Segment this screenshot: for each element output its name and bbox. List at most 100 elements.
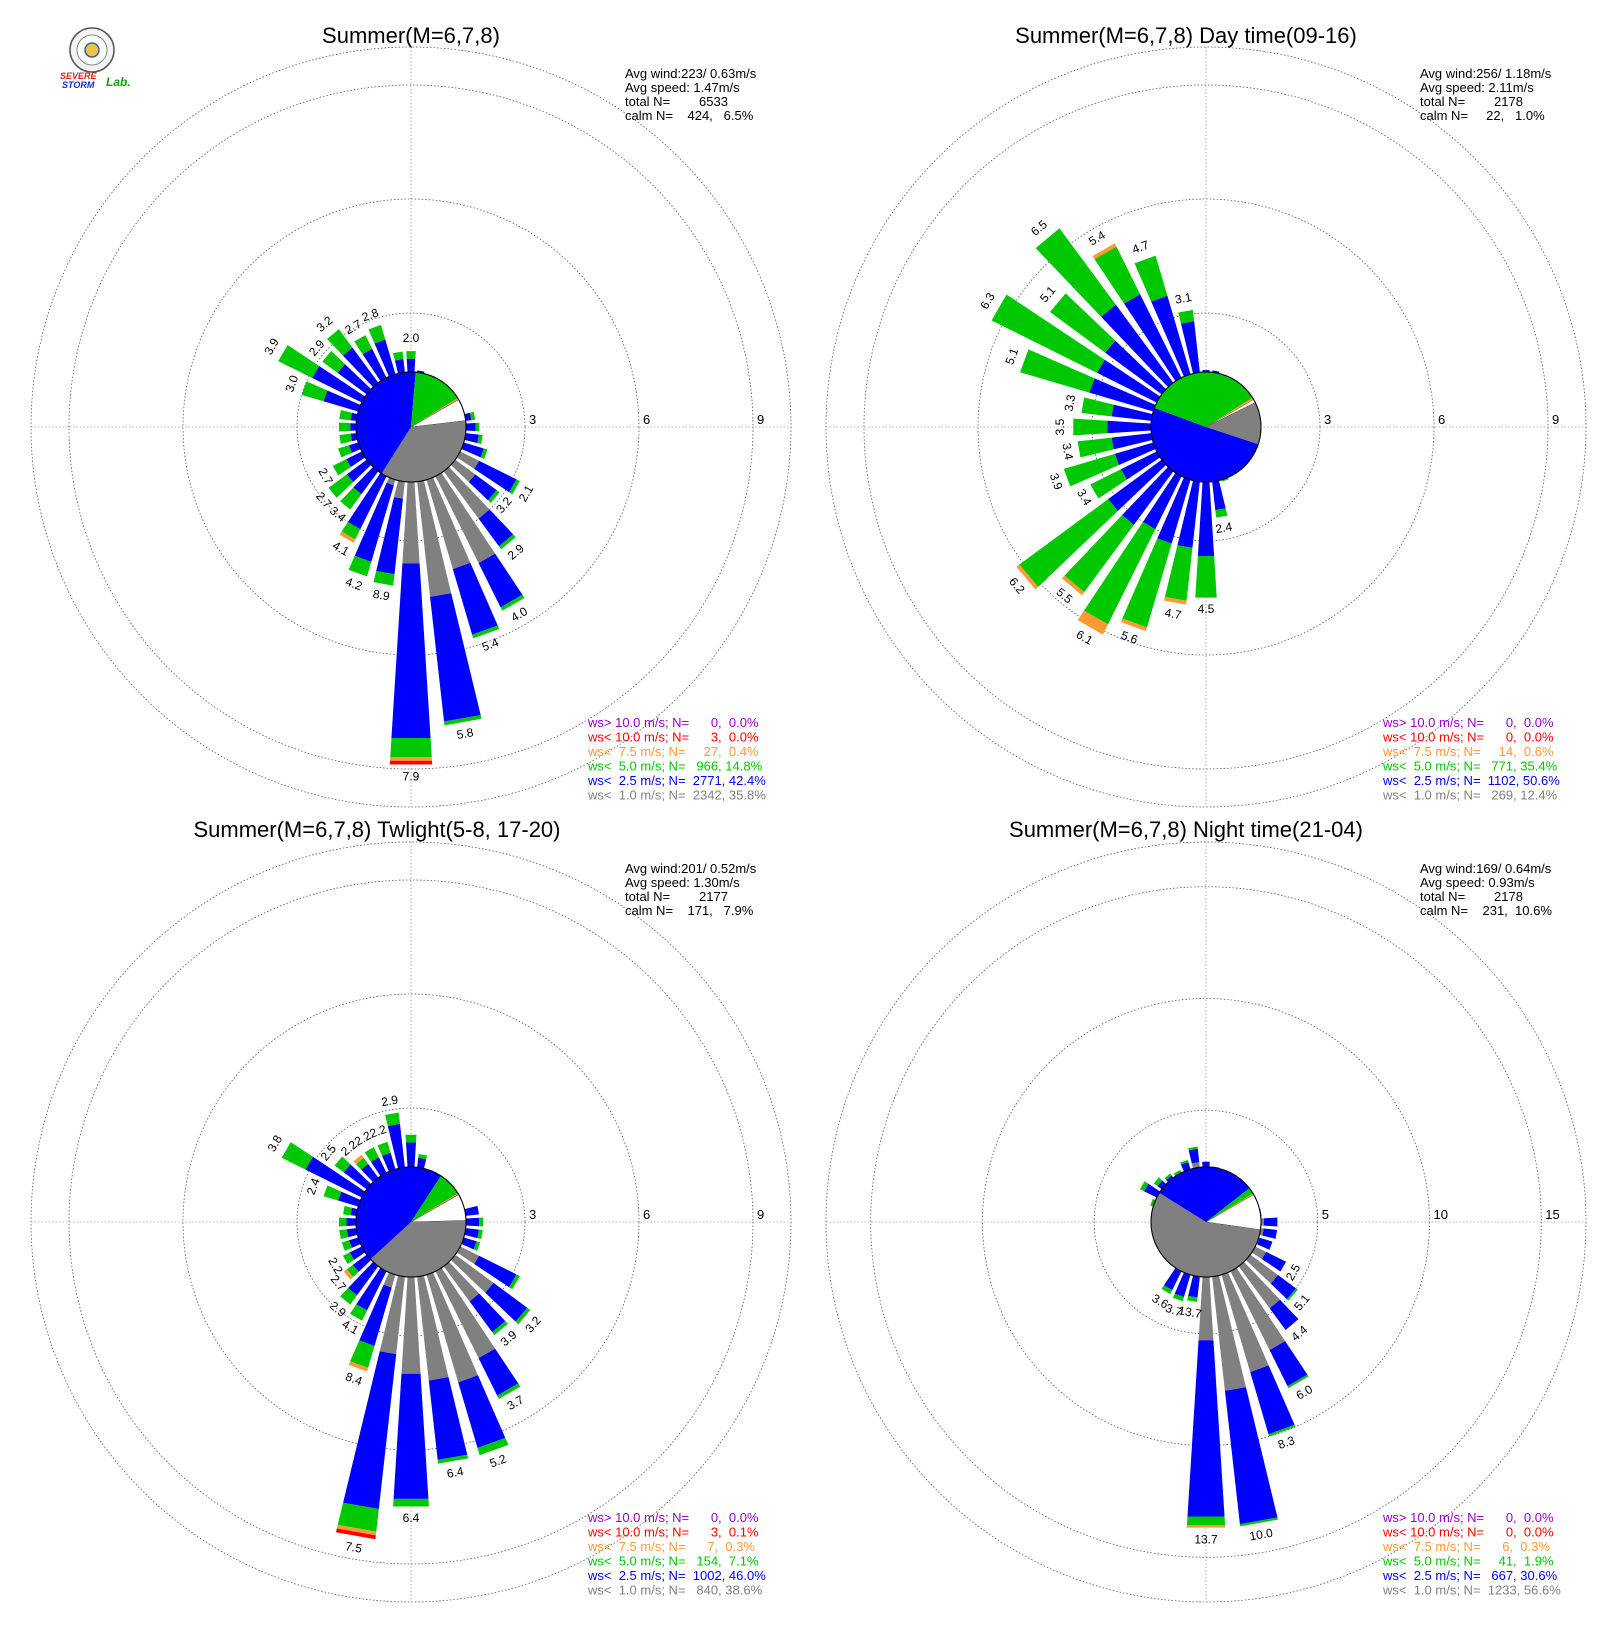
bar-segment: [488, 490, 500, 503]
bar-segment: [444, 715, 482, 726]
bar-segment: [478, 509, 514, 547]
bar-segment: [1251, 1246, 1267, 1260]
bar-segment: [1188, 1146, 1198, 1151]
bar-segment: [1173, 1169, 1182, 1176]
pie-slice: [1206, 1188, 1254, 1222]
bar-segment: [373, 571, 395, 586]
bar-segment: [1077, 437, 1114, 458]
bar-segment: [339, 531, 356, 543]
bar-segment: [1050, 293, 1116, 353]
bar-segment: [1191, 1162, 1200, 1169]
bar-segment: [343, 1351, 397, 1510]
bar-value-label: 2.7: [343, 317, 365, 338]
pie-slice: [1159, 1167, 1250, 1222]
bar-segment: [1111, 433, 1153, 450]
bar-segment: [348, 555, 372, 577]
bar-value-label: 4.4: [1288, 1322, 1310, 1344]
bar-value-label: 4.7: [1130, 238, 1151, 257]
bar-segment: [349, 442, 361, 453]
pie-slice: [411, 1194, 459, 1222]
bar-segment: [1188, 1148, 1200, 1164]
legend-entry: ws> 10.0 m/s; N= 0, 0.0%: [587, 1510, 759, 1525]
bar-segment: [1019, 499, 1118, 587]
bar-segment: [389, 760, 433, 765]
bar-value-label: 13.7: [1194, 1532, 1218, 1546]
bar-value-label: 2.1: [516, 482, 537, 504]
bar-segment: [341, 521, 361, 540]
bar-segment: [498, 534, 516, 550]
bar-value-label: 6.2: [1006, 575, 1028, 597]
bar-segment: [356, 1267, 387, 1311]
legend-entry: ws> 10.0 m/s; N= 0, 0.0%: [1382, 715, 1554, 730]
bar-segment: [478, 1348, 519, 1396]
bar-value-label: 3.5: [1053, 418, 1067, 435]
bar-segment: [1178, 309, 1195, 324]
bar-segment: [323, 390, 361, 412]
bar-value-label: 8.9: [372, 587, 391, 604]
radial-tick-label: 3: [1324, 412, 1331, 427]
bar-segment: [478, 553, 523, 608]
stats-line: Avg wind:201/ 0.52m/s: [625, 861, 757, 876]
bar-segment: [374, 339, 396, 377]
stats-line: total N= 2177: [625, 889, 728, 904]
bar-segment: [346, 451, 366, 467]
bar-segment: [305, 1156, 366, 1198]
bar-segment: [437, 1454, 469, 1464]
bar-value-label: 3.9: [1047, 471, 1066, 492]
bar-value-label: 2.9: [380, 1092, 399, 1109]
pie-slice: [370, 1220, 466, 1277]
bar-value-label: 3.3: [1062, 393, 1079, 412]
bar-value-label: 5.8: [456, 725, 475, 742]
bar-segment: [1180, 321, 1200, 374]
bar-value-label: 2.4: [1214, 519, 1233, 536]
bar-segment: [350, 423, 357, 431]
bar-value-label: 4.7: [1164, 606, 1183, 623]
bar-value-label: 3.9: [498, 1327, 520, 1349]
bar-segment: [456, 1246, 480, 1265]
bar-segment: [338, 1217, 347, 1227]
legend-entry: ws< 7.5 m/s; N= 27, 0.4%: [587, 744, 759, 759]
bar-segment: [1268, 1424, 1296, 1437]
bar-segment: [470, 411, 476, 421]
bar-segment: [479, 1217, 484, 1227]
bar-segment: [1165, 1175, 1174, 1183]
bar-segment: [335, 1528, 376, 1540]
bar-segment: [1187, 1340, 1225, 1517]
bar-value-label: 2.0: [403, 331, 420, 345]
bar-segment: [1073, 418, 1108, 436]
chart-title: Summer(M=6,7,8): [322, 23, 500, 48]
stats-line: total N= 2178: [1420, 889, 1523, 904]
bar-segment: [1035, 228, 1116, 317]
stats-line: Avg speed: 0.93m/s: [1420, 875, 1535, 890]
bar-segment: [387, 1123, 405, 1169]
stats-line: calm N= 22, 1.0%: [1420, 108, 1545, 123]
bar-value-label: 2.5: [1283, 1261, 1304, 1283]
stats-line: Avg wind:256/ 1.18m/s: [1420, 66, 1552, 81]
bar-segment: [418, 1154, 428, 1160]
bar-segment: [1245, 1254, 1278, 1284]
bar-segment: [452, 562, 498, 635]
bar-segment: [346, 459, 372, 483]
logo-severe-text: SEVERE: [60, 71, 98, 81]
bar-segment: [406, 358, 416, 373]
bar-segment: [1186, 1525, 1226, 1528]
bar-segment: [350, 1304, 368, 1321]
bar-segment: [1260, 1218, 1265, 1226]
pie-slice: [411, 399, 459, 427]
stats-line: total N= 6533: [625, 94, 728, 109]
bar-value-label: 4.2: [344, 574, 365, 593]
bar-segment: [323, 1185, 342, 1201]
bar-segment: [339, 1229, 349, 1239]
bar-segment: [1215, 508, 1228, 518]
bar-segment: [991, 294, 1105, 373]
bar-segment: [1134, 255, 1168, 302]
windrose-panel-2: Summer(M=6,7,8) Day time(09-16) 3 6 9 2.4 4.5…: [825, 23, 1587, 808]
bar-segment: [1161, 1285, 1173, 1295]
bar-segment: [393, 1373, 429, 1499]
logo-lab-text: Lab.: [106, 75, 131, 89]
stats-line: Avg speed: 1.30m/s: [625, 875, 740, 890]
bar-segment: [1097, 359, 1161, 403]
legend-entry: ws< 1.0 m/s; N= 1233, 56.6%: [1382, 1583, 1561, 1598]
legend-entry: ws< 7.5 m/s; N= 14, 0.6%: [1382, 744, 1554, 759]
bar-segment: [394, 359, 405, 374]
